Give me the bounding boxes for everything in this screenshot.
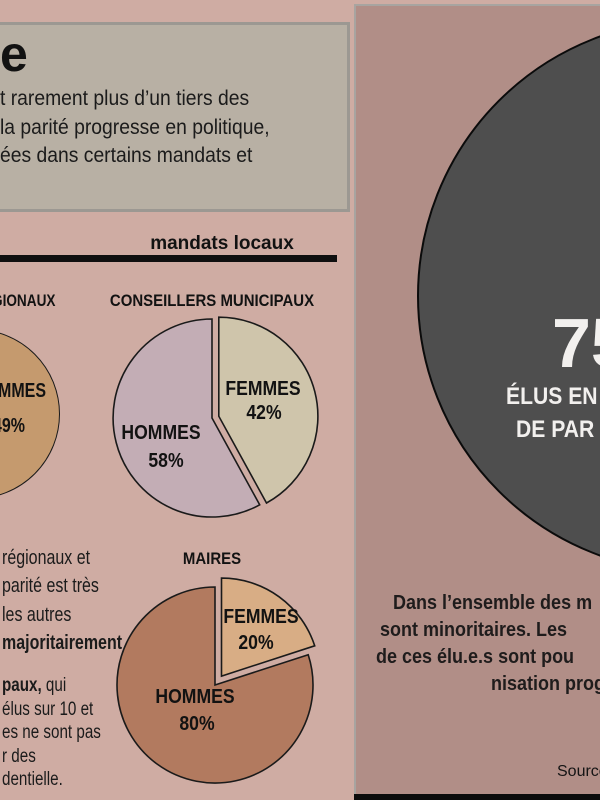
text-line: dentielle. xyxy=(2,769,63,791)
header-line: t rarement plus d’un tiers des xyxy=(0,87,250,110)
pie-regionaux xyxy=(0,329,60,499)
pie-municipaux-femmes-slice xyxy=(218,316,319,505)
pie-maires-hommes-value: 80% xyxy=(179,713,215,735)
right-paragraph-line: de ces élu.e.s sont pou xyxy=(376,646,575,668)
text-fragment: qui xyxy=(41,675,67,696)
left-paragraph-1: régionaux et parité est très les autres … xyxy=(2,544,122,658)
header-title-fragment: e xyxy=(0,26,28,82)
pie-maires-femmes-value: 20% xyxy=(238,632,274,654)
stat-caption-line-2: DE PAR xyxy=(516,416,595,443)
right-paragraph-line: Dans l’ensemble des m xyxy=(393,592,593,614)
pie-municipaux-hommes-label: HOMMES xyxy=(121,422,201,444)
header-box: e t rarement plus d’un tiers des la pari… xyxy=(0,22,350,212)
header-line: ées dans certains mandats et xyxy=(0,144,253,167)
text-line: élus sur 10 et xyxy=(2,698,94,720)
pie-municipaux-title: CONSEILLERS MUNICIPAUX xyxy=(109,291,315,310)
pie-municipaux-femmes-label: FEMMES xyxy=(225,378,301,400)
header-line: la parité progresse en politique, xyxy=(0,115,270,139)
pie-regionaux-title: GIONAUX xyxy=(0,291,56,310)
pie-regionaux-slice-value: 49% xyxy=(0,415,26,437)
pie-municipaux-hommes-value: 58% xyxy=(148,450,184,472)
text-line: parité est très xyxy=(2,575,99,598)
text-line: régionaux et xyxy=(2,547,91,569)
header-paragraph: t rarement plus d’un tiers des la parité… xyxy=(0,85,270,171)
pie-municipaux xyxy=(112,316,319,518)
pie-maires xyxy=(116,577,316,784)
pie-maires-hommes-slice xyxy=(116,586,314,784)
text-line-bold: majoritairement xyxy=(2,632,123,655)
left-paragraph-2: paux, qui élus sur 10 et es ne sont pas … xyxy=(2,674,101,792)
pie-maires-femmes-slice xyxy=(220,577,316,678)
pie-maires-femmes-label: FEMMES xyxy=(223,606,299,628)
right-paragraph-line: nisation prog xyxy=(491,673,600,695)
stat-big-number: 75 xyxy=(552,304,600,382)
section-heading-rule xyxy=(0,255,337,262)
right-paragraph-line: sont minoritaires. Les xyxy=(380,619,568,641)
source-label: Source xyxy=(557,763,600,780)
pie-municipaux-femmes-value: 42% xyxy=(246,402,282,424)
pie-maires-hommes-label: HOMMES xyxy=(155,686,235,708)
text-fragment-bold: paux, xyxy=(2,675,42,696)
pie-maires-title: MAIRES xyxy=(182,549,242,568)
text-line: es ne sont pas xyxy=(2,722,101,744)
text-line: paux, qui xyxy=(2,674,101,698)
pie-municipaux-hommes-slice xyxy=(112,318,261,518)
section-heading: mandats locaux xyxy=(150,233,294,254)
text-line: r des xyxy=(2,745,36,767)
text-line: les autres xyxy=(2,603,72,626)
stat-caption-line-1: ÉLUS EN xyxy=(506,383,598,410)
pie-regionaux-slice-label: MMES xyxy=(0,380,46,402)
footer-bar xyxy=(354,794,600,800)
